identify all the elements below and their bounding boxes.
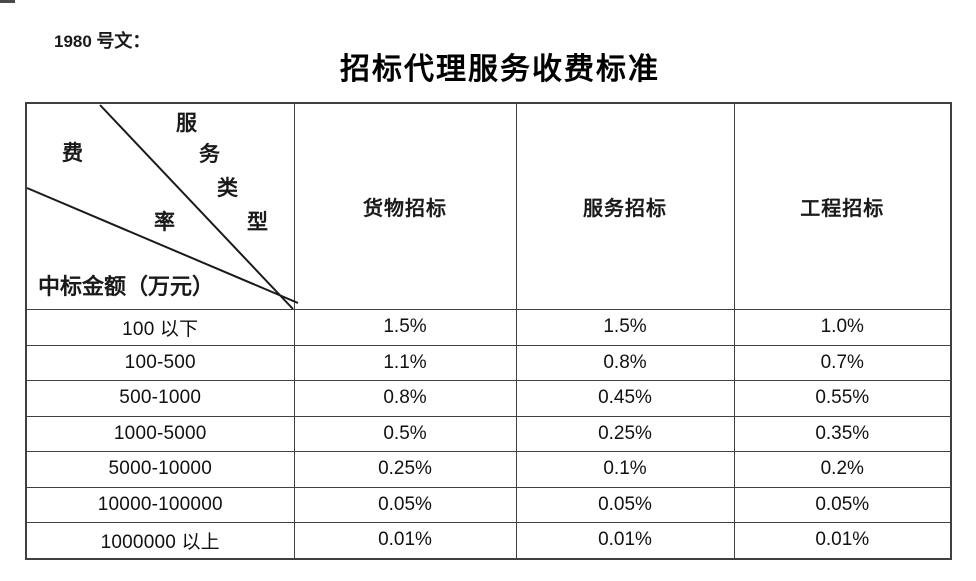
column-header-engineering-bidding: 工程招标 xyxy=(733,102,952,310)
rate-cell: 0.25% xyxy=(293,451,517,488)
diagonal-header-cell: 服 务 类 型 费 率 中标金额（万元） xyxy=(25,102,299,310)
rate-cell: 0.05% xyxy=(293,486,517,523)
corner-label-fee-rate-char: 率 xyxy=(154,210,175,234)
row-label-amount-range: 500-1000 xyxy=(25,380,295,417)
table-row: 100 以下 1.5% 1.5% 1.0% xyxy=(25,309,952,346)
rate-cell: 0.7% xyxy=(733,344,952,381)
rate-cell: 1.1% xyxy=(293,344,517,381)
corner-label-service-type-char: 型 xyxy=(247,210,268,234)
rate-cell: 1.0% xyxy=(733,309,952,346)
corner-label-fee-rate-char: 费 xyxy=(62,141,83,165)
rate-cell: 0.5% xyxy=(293,415,517,452)
row-label-amount-range: 100 以下 xyxy=(25,309,295,346)
table-row: 100-500 1.1% 0.8% 0.7% xyxy=(25,344,952,381)
table-header-row: 服 务 类 型 费 率 中标金额（万元） 货物招标 服务招标 工程招标 xyxy=(25,102,952,310)
rate-cell: 0.45% xyxy=(515,380,735,417)
rate-cell: 0.55% xyxy=(733,380,952,417)
rate-cell: 0.01% xyxy=(515,522,735,559)
row-label-amount-range: 100-500 xyxy=(25,344,295,381)
row-label-amount-range: 1000-5000 xyxy=(25,415,295,452)
table-row: 5000-10000 0.25% 0.1% 0.2% xyxy=(25,451,952,488)
column-header-service-bidding: 服务招标 xyxy=(515,102,735,310)
table-row: 1000000 以上 0.01% 0.01% 0.01% xyxy=(25,522,952,559)
rate-cell: 0.8% xyxy=(293,380,517,417)
fee-standard-table: 服 务 类 型 费 率 中标金额（万元） 货物招标 服务招标 工程招标 100 … xyxy=(25,102,952,560)
diagonal-divider-lines xyxy=(26,104,299,310)
table-row: 1000-5000 0.5% 0.25% 0.35% xyxy=(25,415,952,452)
rate-cell: 1.5% xyxy=(515,309,735,346)
rate-cell: 0.8% xyxy=(515,344,735,381)
row-label-amount-range: 1000000 以上 xyxy=(25,522,295,559)
rate-cell: 0.01% xyxy=(293,522,517,559)
page-title: 招标代理服务收费标准 xyxy=(340,53,660,86)
corner-label-service-type-char: 服 xyxy=(176,111,197,135)
doc-number: 1980 xyxy=(54,32,92,51)
rate-cell: 1.5% xyxy=(293,309,517,346)
row-label-amount-range: 5000-10000 xyxy=(25,451,295,488)
rate-cell: 0.05% xyxy=(733,486,952,523)
corner-label-service-type-char: 务 xyxy=(199,142,220,166)
corner-label-bid-amount: 中标金额（万元） xyxy=(38,274,215,299)
rate-cell: 0.05% xyxy=(515,486,735,523)
rate-cell: 0.2% xyxy=(733,451,952,488)
table-row: 500-1000 0.8% 0.45% 0.55% xyxy=(25,380,952,417)
rate-cell: 0.1% xyxy=(515,451,735,488)
rate-cell: 0.01% xyxy=(733,522,952,559)
table-row: 10000-100000 0.05% 0.05% 0.05% xyxy=(25,486,952,523)
page-edge-artifact xyxy=(0,0,15,3)
rate-cell: 0.35% xyxy=(733,415,952,452)
column-header-goods-bidding: 货物招标 xyxy=(293,102,517,310)
rate-cell: 0.25% xyxy=(515,415,735,452)
doc-number-suffix: 号文： xyxy=(91,31,151,51)
row-label-amount-range: 10000-100000 xyxy=(25,486,295,523)
doc-number-label: 1980 号文： xyxy=(36,6,150,74)
corner-label-service-type-char: 类 xyxy=(217,176,238,200)
